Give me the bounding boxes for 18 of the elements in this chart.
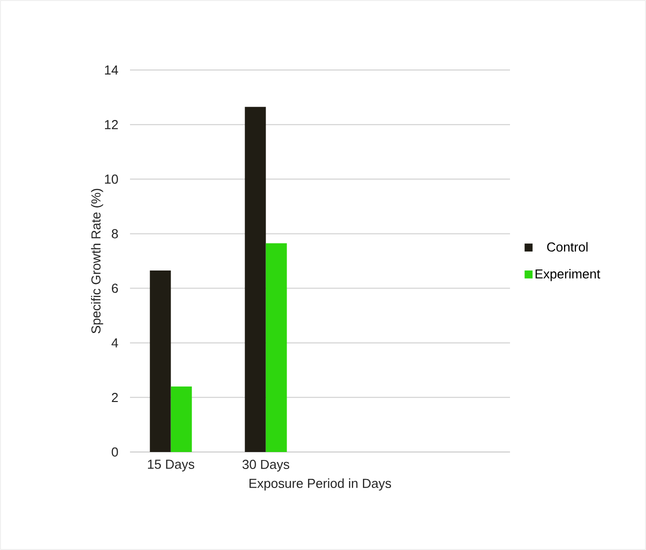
y-tick-label: 12	[104, 120, 118, 130]
bar	[150, 270, 171, 452]
x-tick-label: 30 Days	[242, 460, 290, 472]
legend-label: Experiment	[536, 268, 600, 282]
y-tick-label: 10	[104, 174, 118, 184]
x-tick-label: 15 Days	[148, 460, 194, 472]
y-tick-label: 14	[104, 66, 118, 74]
bar	[266, 243, 287, 452]
bar	[170, 386, 192, 452]
y-axis-title: Specific Growth Rate (%)	[91, 188, 104, 334]
y-tick-label: 2	[112, 392, 118, 402]
bar	[244, 106, 266, 452]
legend-label: Control	[547, 242, 588, 252]
x-axis-title: Exposure Period in Days	[250, 478, 392, 491]
y-tick-label: 8	[112, 229, 118, 238]
y-tick-label: 6	[112, 284, 118, 293]
y-tick-label: 0	[112, 447, 118, 457]
y-tick-label: 4	[112, 338, 118, 348]
